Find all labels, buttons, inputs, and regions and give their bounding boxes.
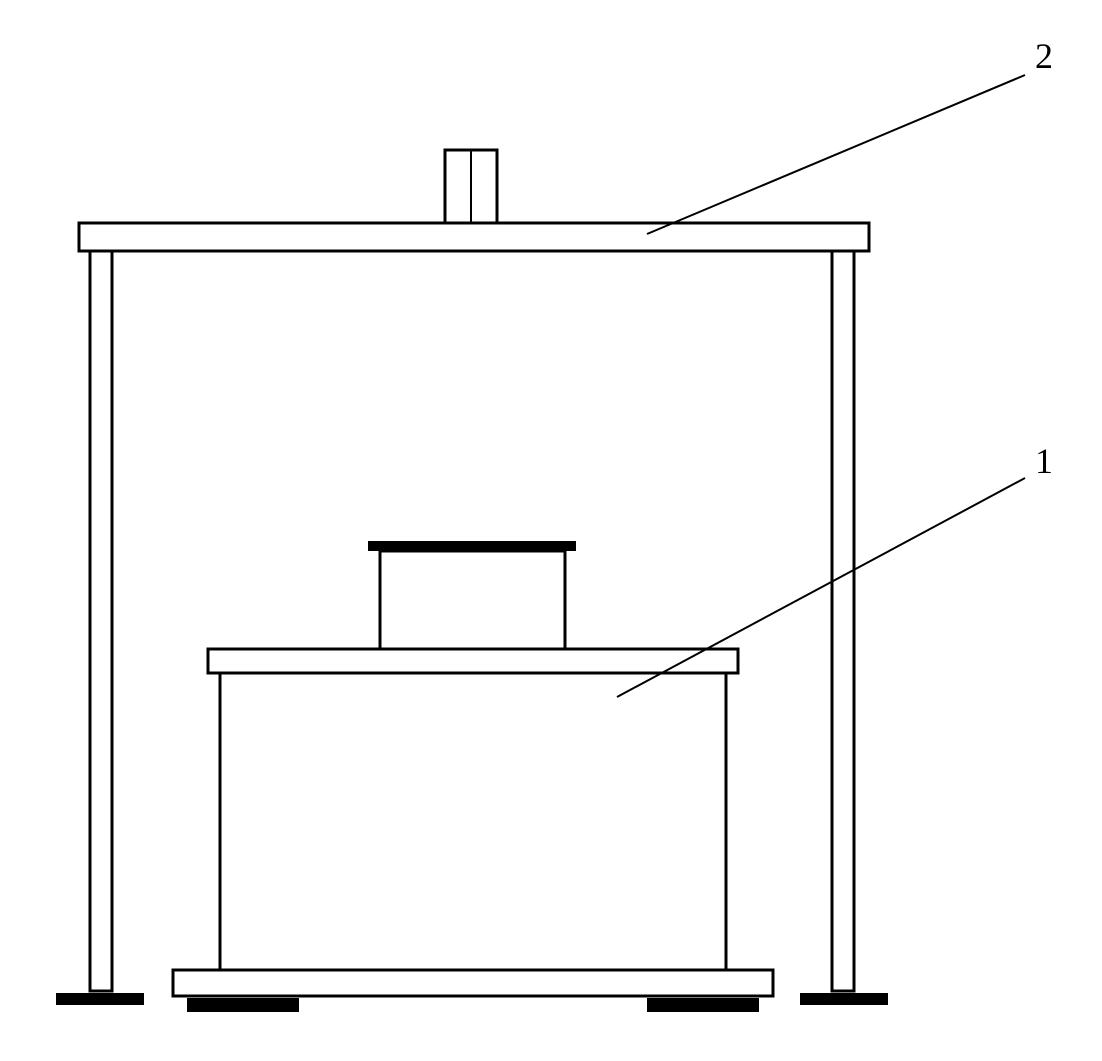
callout-label-1: 1 (1035, 440, 1053, 482)
callout-label-2: 2 (1035, 35, 1053, 77)
technical-diagram (0, 0, 1102, 1061)
